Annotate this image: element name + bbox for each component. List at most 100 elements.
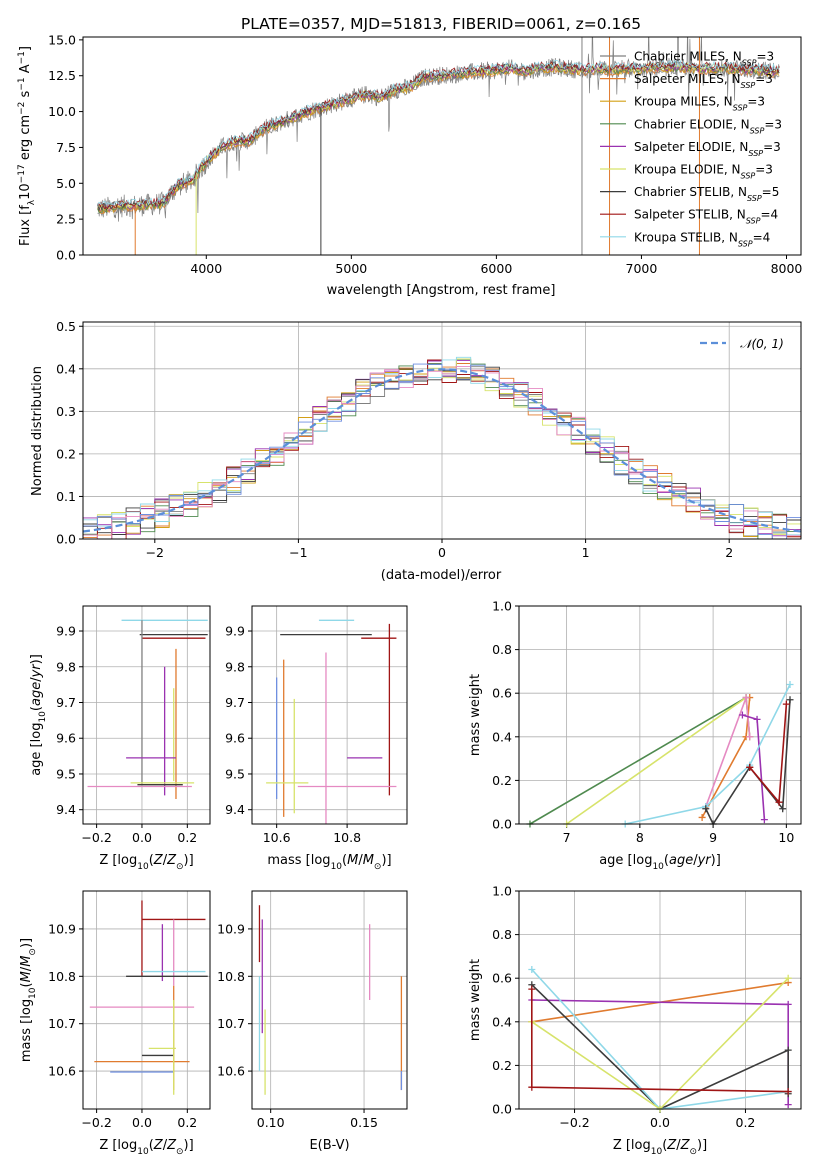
y-axis-label: Flux [fλ10−17 erg cm−2 s−1 A−1] xyxy=(17,46,37,246)
legend-label: Chabrier STELIB, NSSP=5 xyxy=(634,185,779,203)
y-tick-label: 0.8 xyxy=(492,642,512,657)
x-tick-label: 0.15 xyxy=(350,1115,378,1130)
x-tick-label: 8000 xyxy=(771,261,803,276)
axes-frame xyxy=(82,321,802,540)
mass-weight-marker xyxy=(698,813,706,821)
x-axis-label: (data-model)/error xyxy=(381,568,502,583)
mass-weight-marker xyxy=(779,805,787,813)
mass-weight-marker xyxy=(528,965,536,973)
x-axis-label: Z [log10(Z/Z⊙)] xyxy=(99,853,193,872)
mass-weight-line xyxy=(625,684,791,825)
y-axis-label: age [log10(age/yr)] xyxy=(29,654,48,776)
mass-weight-marker xyxy=(775,798,783,806)
legend-label: Kroupa ELODIE, NSSP=3 xyxy=(634,163,773,181)
y-axis-label: Normed distribution xyxy=(30,366,45,496)
y-tick-label: 0.0 xyxy=(492,1102,512,1117)
y-tick-label: 12.5 xyxy=(48,68,76,83)
plot-area-age_vs_mass xyxy=(266,619,397,824)
axes-frame xyxy=(82,890,211,1110)
y-tick-label: 9.8 xyxy=(225,659,245,674)
plot-area-mass_vs_Z xyxy=(89,900,208,1095)
mass-weight-line xyxy=(742,714,766,820)
x-tick-label: −0.2 xyxy=(81,1115,111,1130)
mass-weight-line xyxy=(531,984,789,1110)
mass-weight-marker xyxy=(738,711,746,719)
x-axis-label: wavelength [Angstrom, rest frame] xyxy=(327,283,556,298)
legend-label: Chabrier MILES, NSSP=3 xyxy=(634,50,774,68)
x-tick-label: 0.2 xyxy=(177,830,197,845)
panel-mass_vs_Z: −0.2 0.0 0.2 10.6 10.7 10.8 10.9 Z [log10(Z/Z⊙)… xyxy=(19,890,211,1157)
y-tick-label: 9.6 xyxy=(225,731,245,746)
y-tick-label: 10.8 xyxy=(48,969,76,984)
y-tick-label: 0.1 xyxy=(56,489,76,504)
axes-frame xyxy=(82,605,211,825)
mass-weight-marker xyxy=(784,974,792,982)
x-axis-label: Z [log10(Z/Z⊙)] xyxy=(613,1138,707,1157)
y-tick-label: 1.0 xyxy=(492,599,512,614)
x-tick-label: 0.0 xyxy=(650,1115,670,1130)
x-tick-label: 4000 xyxy=(190,261,222,276)
x-tick-label: 10.8 xyxy=(333,830,361,845)
mass-weight-marker xyxy=(782,700,790,708)
x-tick-label: 1 xyxy=(582,545,590,560)
x-tick-label: 10 xyxy=(778,830,794,845)
legend-label: Kroupa MILES, NSSP=3 xyxy=(634,95,765,113)
mass-weight-marker xyxy=(746,763,754,771)
y-tick-label: 0.3 xyxy=(56,404,76,419)
residual-histogram xyxy=(83,363,801,539)
panel-age_vs_Z: −0.2 0.0 0.2 9.4 9.5 9.6 9.7 9.8 9.9 Z [log10(Z/Z… xyxy=(29,605,211,872)
y-tick-label: 0.0 xyxy=(492,817,512,832)
y-tick-label: 9.7 xyxy=(225,695,245,710)
legend-label: Chabrier ELODIE, NSSP=3 xyxy=(634,117,782,135)
plot-area-massweight_vs_age xyxy=(526,680,794,828)
plot-area-spectrum xyxy=(97,37,780,255)
y-tick-label: 10.6 xyxy=(48,1064,76,1079)
legend-label: Salpeter MILES, NSSP=3 xyxy=(634,72,773,90)
y-tick-label: 9.6 xyxy=(56,731,76,746)
y-tick-label: 9.8 xyxy=(56,659,76,674)
model-spectrum-line xyxy=(97,59,780,206)
plot-area-residuals xyxy=(83,356,801,539)
axes-frame xyxy=(518,605,802,825)
x-tick-label: 7 xyxy=(563,830,571,845)
figure-title: PLATE=0357, MJD=51813, FIBERID=0061, z=0… xyxy=(241,15,641,33)
mass-weight-marker xyxy=(784,1088,792,1096)
y-tick-label: 0.6 xyxy=(492,971,512,986)
axes-frame xyxy=(251,890,408,1110)
panel-mass_vs_ebv: 0.10 0.15 10.6 10.7 10.8 10.9 E(B-V) xyxy=(217,890,408,1153)
y-tick-label: 0.0 xyxy=(56,248,76,263)
y-tick-label: 1.0 xyxy=(492,884,512,899)
y-tick-label: 9.5 xyxy=(56,766,76,781)
legend-label: Salpeter STELIB, NSSP=4 xyxy=(634,208,778,226)
x-axis-label: E(B-V) xyxy=(309,1138,349,1153)
mass-weight-marker xyxy=(784,1046,792,1054)
y-tick-label: 0.0 xyxy=(56,532,76,547)
x-axis-label: age [log10(age/yr)] xyxy=(599,853,721,872)
mass-weight-marker xyxy=(528,985,536,993)
legend-label: Kroupa STELIB, NSSP=4 xyxy=(634,230,770,248)
x-tick-label: 10.6 xyxy=(263,830,291,845)
panel-age_vs_mass: 10.6 10.8 9.4 9.5 9.6 9.7 9.8 9.9 mass [log10(M/… xyxy=(225,605,408,872)
x-tick-label: 7000 xyxy=(626,261,658,276)
y-tick-label: 0.2 xyxy=(492,1058,512,1073)
y-tick-label: 9.7 xyxy=(56,695,76,710)
mass-weight-marker xyxy=(786,680,794,688)
x-tick-label: 0.0 xyxy=(132,830,152,845)
y-tick-label: 0.4 xyxy=(56,361,76,376)
x-axis-label: mass [log10(M/M⊙)] xyxy=(267,853,391,872)
panel-massweight_vs_Z: −0.2 0.0 0.2 0.0 0.2 0.4 0.6 0.8 1.0 Z [log10(Z/Z… xyxy=(468,884,802,1157)
legend-label: Salpeter ELODIE, NSSP=3 xyxy=(634,140,781,158)
y-tick-label: 10.7 xyxy=(48,1016,76,1031)
y-tick-label: 10.9 xyxy=(48,921,76,936)
y-tick-label: 0.4 xyxy=(492,729,512,744)
plot-area-age_vs_Z xyxy=(87,619,208,799)
x-tick-label: −0.2 xyxy=(559,1115,589,1130)
x-tick-label: 0 xyxy=(438,545,446,560)
y-tick-label: 0.6 xyxy=(492,686,512,701)
panel-massweight_vs_age: 7 8 9 10 0.0 0.2 0.4 0.6 0.8 1.0 age [log10(age/yr… xyxy=(468,599,802,872)
x-tick-label: 9 xyxy=(709,830,717,845)
y-tick-label: 9.9 xyxy=(56,624,76,639)
y-tick-label: 9.4 xyxy=(56,802,76,817)
mass-weight-marker xyxy=(746,733,754,741)
